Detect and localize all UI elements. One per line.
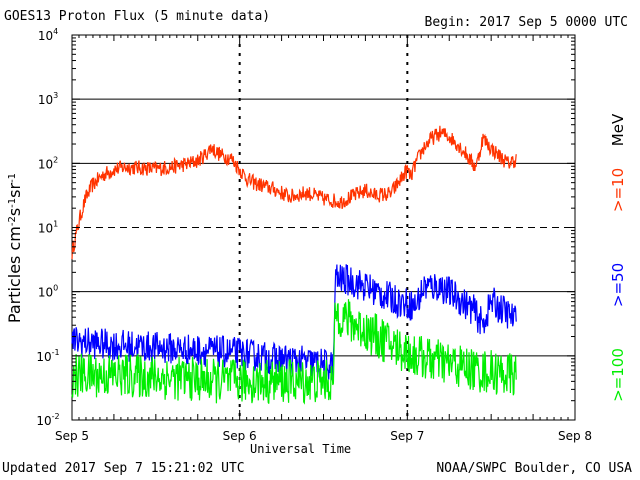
updated-timestamp: Updated 2017 Sep 7 15:21:02 UTC (2, 461, 245, 476)
x-axis-label: Universal Time (250, 442, 352, 456)
y-tick-label: 104 (38, 27, 58, 43)
credit: NOAA/SWPC Boulder, CO USA (436, 461, 632, 476)
series-layer (71, 125, 517, 405)
legend: MeV >=10 >=50 >=100 (609, 113, 627, 402)
legend-unit: MeV (609, 113, 627, 146)
y-tick-label: 101 (38, 220, 58, 236)
x-axis-ticks: Sep 5 Sep 6 Sep 7 Sep 8 (55, 35, 592, 443)
x-tick-label: Sep 5 (55, 429, 89, 443)
series-line-p50 (71, 264, 517, 381)
series-line-p10 (71, 125, 517, 260)
series-line-p100 (71, 299, 517, 405)
chart-title: GOES13 Proton Flux (5 minute data) (4, 9, 271, 24)
y-tick-label: 103 (38, 91, 58, 107)
y-tick-label: 10-2 (36, 412, 59, 428)
y-tick-label: 100 (38, 284, 58, 300)
x-tick-label: Sep 8 (558, 429, 592, 443)
x-tick-label: Sep 6 (223, 429, 257, 443)
legend-entry-p100: >=100 (609, 348, 627, 402)
y-tick-label: 102 (38, 155, 58, 171)
x-tick-label: Sep 7 (390, 429, 424, 443)
legend-entry-p10: >=10 (609, 168, 627, 212)
begin-time: Begin: 2017 Sep 5 0000 UTC (424, 15, 629, 30)
legend-entry-p50: >=50 (609, 263, 627, 307)
y-axis-label: Particles cm-2s-1sr-1 (5, 173, 24, 323)
y-tick-label: 10-1 (36, 348, 59, 364)
